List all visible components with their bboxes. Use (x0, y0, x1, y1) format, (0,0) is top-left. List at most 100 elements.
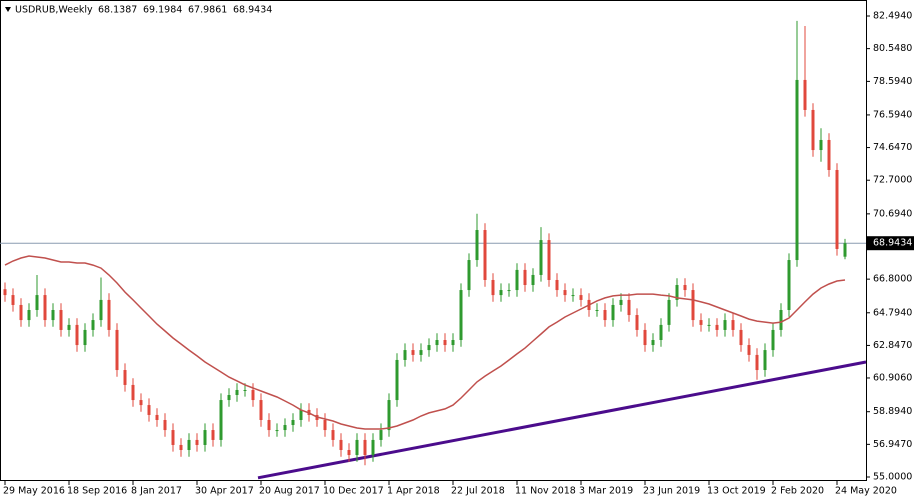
candle-body (667, 299, 671, 325)
candle-body (715, 324, 719, 330)
candle-body (363, 439, 367, 456)
candle-body (163, 419, 167, 431)
candle-body (427, 345, 431, 351)
x-tick-label: 23 Jun 2019 (643, 486, 700, 497)
candle-body (75, 324, 79, 346)
x-tick-label: 20 Aug 2017 (259, 486, 320, 497)
candle-body (371, 439, 375, 456)
y-tick-label: 55.0000 (873, 472, 912, 483)
candle-body (563, 290, 567, 296)
candle-body (251, 389, 255, 401)
candle-body (411, 350, 415, 355)
y-tick-label: 64.7940 (873, 307, 912, 318)
x-tick-label: 18 Sep 2016 (67, 486, 127, 497)
candle-body (571, 295, 575, 297)
candle-body (507, 290, 511, 292)
y-tick-label: 76.5940 (873, 109, 912, 120)
candle-body (91, 320, 95, 330)
candle-body (755, 354, 759, 371)
candle-body (827, 139, 831, 170)
x-tick-label: 3 Mar 2019 (579, 486, 633, 497)
candle-body (747, 345, 751, 355)
candle-body (619, 299, 623, 305)
candle-body (771, 329, 775, 351)
candle-body (35, 295, 39, 310)
candle-body (323, 419, 327, 431)
y-tick-label: 70.6940 (873, 208, 912, 219)
x-tick-label: 22 Jul 2018 (451, 486, 505, 497)
x-tick-label: 24 May 2020 (835, 486, 897, 497)
y-tick-label: 58.8940 (873, 406, 912, 417)
candle-body (611, 304, 615, 321)
candle-body (435, 340, 439, 346)
candle-body (675, 285, 679, 300)
candle-body (843, 243, 847, 257)
y-tick-label: 62.8470 (873, 340, 912, 351)
candle-body (683, 285, 687, 291)
candle-body (179, 444, 183, 451)
candle-body (139, 400, 143, 406)
candle-body (739, 329, 743, 346)
y-tick-label: 82.4940 (873, 11, 912, 22)
candle-body (595, 309, 599, 311)
candle-body (603, 309, 607, 321)
candle-body (203, 430, 207, 445)
candle-body (147, 405, 151, 415)
price-label-box (866, 236, 914, 251)
candle-body (803, 79, 807, 110)
candle-body (235, 389, 239, 396)
candle-body (51, 309, 55, 321)
x-tick-label: 10 Dec 2017 (323, 486, 384, 497)
candle-body (267, 419, 271, 431)
price-label: 68.9434 (873, 238, 912, 249)
candle-body (787, 260, 791, 310)
candle-body (835, 169, 839, 249)
candle-body (395, 359, 399, 401)
candle-body (19, 304, 23, 321)
candle-body (483, 230, 487, 280)
candle-body (11, 295, 15, 305)
candle-body (59, 309, 63, 330)
x-tick-label: 29 May 2016 (3, 486, 65, 497)
candle-body (451, 340, 455, 346)
candle-body (467, 260, 471, 291)
candle-body (419, 350, 423, 355)
x-tick-label: 30 Apr 2017 (195, 486, 254, 497)
candle-body (731, 320, 735, 330)
candle-body (523, 269, 527, 286)
menu-triangle[interactable] (5, 7, 11, 12)
candle-body (195, 439, 199, 445)
candle-body (131, 384, 135, 401)
candle-body (275, 430, 279, 432)
y-tick-label: 72.7000 (873, 175, 912, 186)
candle-body (339, 439, 343, 451)
candle-body (531, 274, 535, 286)
candle-body (555, 279, 559, 291)
candle-body (107, 299, 111, 330)
candle-body (243, 389, 247, 391)
candle-body (651, 340, 655, 346)
candle-body (291, 419, 295, 426)
candle-body (227, 395, 231, 401)
candle-body (3, 289, 7, 296)
candle-body (347, 450, 351, 456)
candle-body (811, 109, 815, 151)
candle-body (83, 329, 87, 346)
candle-body (99, 299, 103, 321)
candle-body (779, 309, 783, 330)
candle-body (579, 295, 583, 300)
candle-body (547, 240, 551, 280)
candle-body (819, 139, 823, 151)
y-tick-label: 78.5940 (873, 76, 912, 87)
candle-body (707, 324, 711, 326)
candle-body (699, 320, 703, 325)
close-value: 68.9434 (233, 5, 272, 16)
low-value: 67.9861 (188, 5, 227, 16)
chart-title: USDRUB,Weekly (15, 5, 93, 16)
candle-body (515, 269, 519, 291)
candle-body (171, 430, 175, 445)
candle-body (691, 290, 695, 321)
candle-body (475, 230, 479, 261)
